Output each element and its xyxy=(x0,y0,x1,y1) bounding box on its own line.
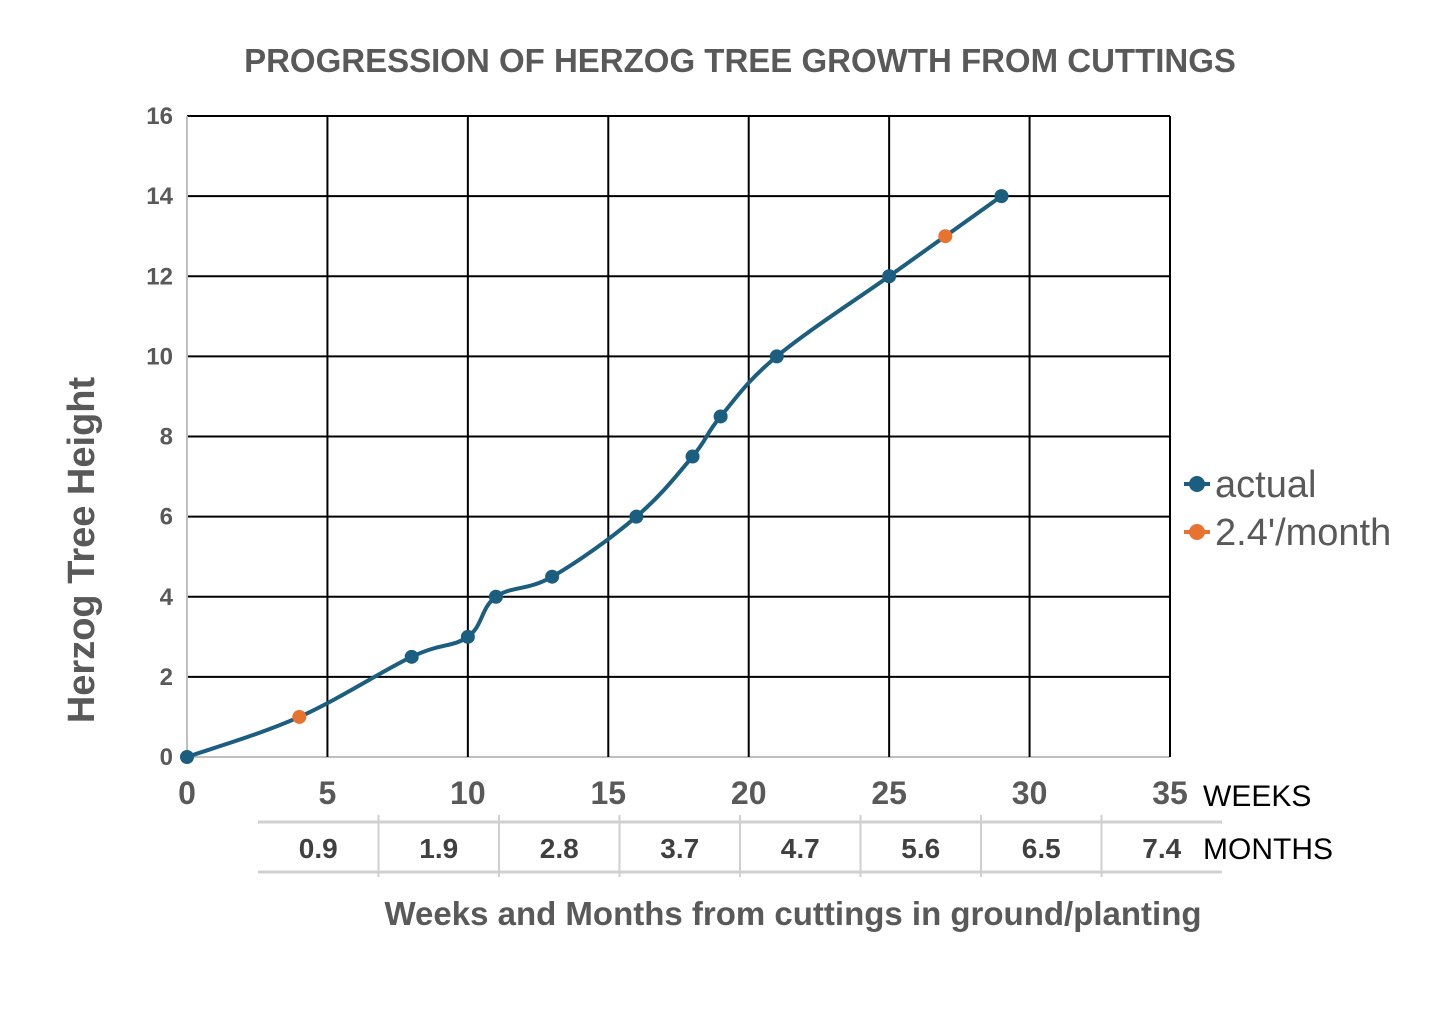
series-line-actual xyxy=(186,194,1003,759)
month-tick-label: 5.6 xyxy=(901,833,940,864)
month-tick-label: 0.9 xyxy=(299,833,338,864)
month-tick-label: 1.9 xyxy=(419,833,458,864)
legend-marker xyxy=(1189,524,1205,540)
y-tick-label: 2 xyxy=(160,664,173,691)
month-tick-label: 4.7 xyxy=(781,833,820,864)
data-point-actual xyxy=(882,269,897,284)
data-point-actual xyxy=(545,569,560,584)
y-tick-label: 16 xyxy=(146,103,173,130)
x-tick-label: 30 xyxy=(1012,775,1048,811)
month-tick-label: 7.4 xyxy=(1142,833,1181,864)
chart-title: PROGRESSION OF HERZOG TREE GROWTH FROM C… xyxy=(244,42,1236,79)
data-point-2-4-per-month xyxy=(938,229,953,244)
x-tick-label: 25 xyxy=(871,775,907,811)
data-point-actual xyxy=(460,629,475,644)
x-tick-label: 0 xyxy=(178,775,196,811)
y-tick-label: 8 xyxy=(160,424,173,451)
data-point-actual xyxy=(685,449,700,464)
x-tick-label: 15 xyxy=(590,775,626,811)
month-tick-label: 3.7 xyxy=(660,833,699,864)
x-tick-label: 10 xyxy=(450,775,486,811)
data-point-actual xyxy=(629,509,644,524)
y-axis-label: Herzog Tree Height xyxy=(61,377,103,724)
y-tick-label: 0 xyxy=(160,744,173,771)
x-tick-label: 35 xyxy=(1152,775,1188,811)
y-tick-label: 4 xyxy=(160,584,174,611)
x-tick-label: 20 xyxy=(731,775,767,811)
weeks-unit-label: WEEKS xyxy=(1203,780,1311,813)
legend-label: actual xyxy=(1215,464,1316,506)
y-tick-label: 14 xyxy=(146,183,173,210)
data-point-actual xyxy=(994,189,1009,204)
data-point-actual xyxy=(769,349,784,364)
y-tick-label: 12 xyxy=(146,263,173,290)
months-unit-label: MONTHS xyxy=(1203,833,1333,866)
data-point-actual xyxy=(488,589,503,604)
y-tick-label: 10 xyxy=(146,343,173,370)
legend-marker xyxy=(1189,476,1205,492)
month-tick-label: 6.5 xyxy=(1022,833,1061,864)
month-tick-label: 2.8 xyxy=(540,833,579,864)
data-point-actual xyxy=(180,750,194,764)
data-point-actual xyxy=(713,409,728,424)
y-tick-label: 6 xyxy=(160,504,173,531)
data-point-actual xyxy=(404,649,419,664)
x-tick-label: 5 xyxy=(319,775,337,811)
x-axis-label: Weeks and Months from cuttings in ground… xyxy=(384,895,1201,932)
legend-label: 2.4'/month xyxy=(1215,512,1391,554)
data-point-2-4-per-month xyxy=(292,709,307,724)
